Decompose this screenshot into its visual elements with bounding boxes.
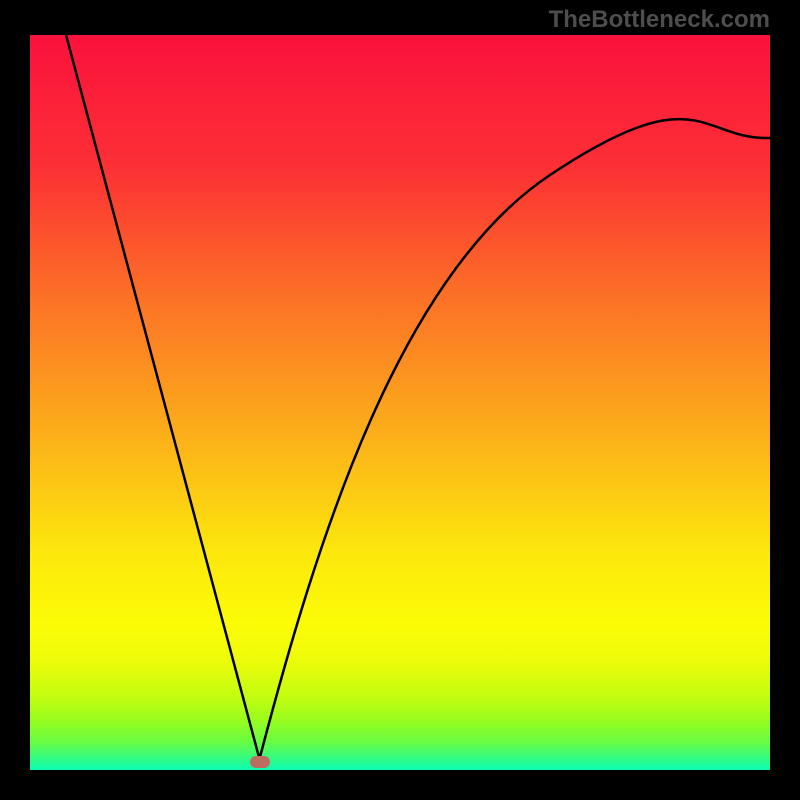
chart-container: TheBottleneck.com — [0, 0, 800, 800]
curve-right-branch — [260, 119, 771, 759]
minimum-marker — [250, 756, 270, 768]
curve-left-branch — [66, 35, 260, 759]
minimum-marker-rect — [250, 756, 270, 768]
curve-layer — [30, 35, 770, 770]
watermark-text: TheBottleneck.com — [549, 6, 770, 34]
